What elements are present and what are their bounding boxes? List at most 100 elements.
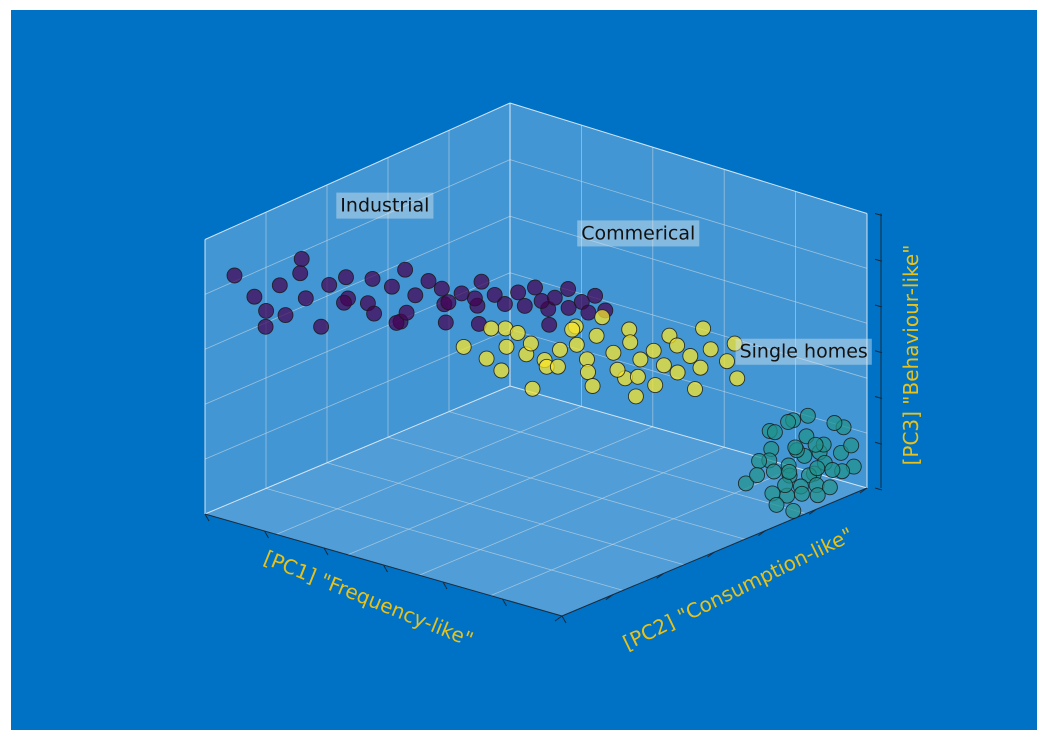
- data-point: [843, 437, 860, 454]
- z-tick: [874, 213, 883, 216]
- grid-line: [326, 462, 685, 566]
- y-tick: [502, 598, 507, 607]
- data-point: [765, 463, 782, 480]
- grid-line: [265, 488, 624, 591]
- data-point: [580, 364, 596, 381]
- data-point: [647, 377, 664, 394]
- data-point: [478, 350, 495, 367]
- data-point: [257, 318, 274, 335]
- annotation-commerical: Commerical: [577, 220, 700, 247]
- data-point: [587, 287, 604, 304]
- data-point: [397, 261, 414, 278]
- data-point: [383, 278, 400, 295]
- data-point: [780, 414, 797, 430]
- data-point: [785, 502, 802, 519]
- data-point: [533, 293, 550, 309]
- x-tick: [758, 530, 766, 537]
- right-pane: [510, 103, 867, 488]
- data-point: [420, 273, 437, 289]
- data-point: [799, 407, 816, 424]
- data-point: [751, 453, 768, 469]
- data-point: [695, 320, 712, 337]
- data-point: [546, 289, 563, 306]
- grid-line: [387, 436, 746, 540]
- data-point: [509, 325, 526, 341]
- data-point: [366, 305, 383, 322]
- y-tick: [442, 581, 448, 590]
- data-point: [692, 359, 709, 376]
- annotation-box: [577, 220, 700, 247]
- data-point: [793, 485, 810, 502]
- data-point: [493, 362, 510, 379]
- x-tick: [554, 615, 563, 622]
- data-point: [473, 273, 490, 290]
- data-point: [297, 290, 314, 307]
- y-tick: [323, 547, 329, 556]
- axis-ticks: [204, 213, 883, 624]
- data-point: [292, 265, 309, 282]
- data-point: [737, 475, 754, 492]
- data-point: [627, 388, 644, 405]
- annotation-text: Commerical: [581, 222, 695, 244]
- grid-line: [419, 446, 725, 576]
- data-point: [338, 269, 354, 286]
- annotation-text: Single homes: [740, 341, 868, 363]
- data-point: [580, 304, 597, 321]
- data-point: [787, 439, 804, 456]
- data-point: [807, 436, 824, 453]
- data-point: [388, 314, 405, 331]
- data-point: [781, 463, 798, 480]
- data-point: [277, 307, 294, 324]
- x-tick: [808, 508, 817, 515]
- z-tick: [874, 258, 883, 262]
- y-tick: [383, 564, 388, 573]
- z-tick: [874, 350, 883, 354]
- data-point: [766, 424, 783, 441]
- annotation-box: [336, 192, 434, 219]
- data-point: [541, 316, 558, 333]
- floor-pane: [205, 386, 867, 616]
- z-tick: [874, 441, 883, 445]
- data-point: [826, 415, 843, 431]
- pane-edge: [204, 385, 511, 515]
- grid-line: [276, 406, 582, 535]
- data-point: [510, 284, 527, 301]
- data-point: [719, 353, 735, 370]
- z-tick: [874, 396, 883, 399]
- data-point: [609, 361, 626, 378]
- data-point: [486, 286, 503, 303]
- data-point: [483, 320, 500, 337]
- x-tick: [605, 594, 614, 601]
- data-points: [226, 251, 862, 519]
- z-axis-label: [PC3] "Behaviour-like": [899, 245, 923, 466]
- x-tick: [859, 487, 868, 494]
- data-point: [440, 294, 457, 311]
- data-point: [622, 334, 639, 351]
- data-point: [768, 496, 785, 513]
- data-point: [549, 358, 566, 375]
- data-point: [560, 299, 577, 316]
- data-point: [407, 287, 424, 304]
- data-point: [398, 304, 415, 321]
- data-point: [496, 296, 513, 312]
- data-point: [568, 336, 585, 353]
- data-point: [809, 487, 826, 504]
- data-point: [632, 351, 649, 368]
- data-point: [645, 342, 662, 359]
- grid-line: [509, 215, 868, 324]
- figure-background: Industrial Commerical Single homes [PC1] "…: [11, 10, 1037, 730]
- data-point: [271, 277, 288, 294]
- data-point: [552, 341, 568, 358]
- data-point: [313, 318, 330, 335]
- data-point: [498, 338, 515, 355]
- annotation-text: Industrial: [340, 195, 429, 217]
- data-point: [564, 321, 581, 338]
- data-point: [809, 460, 826, 477]
- annotation-single-homes: Single homes: [735, 338, 872, 365]
- data-point: [777, 477, 794, 494]
- pane-edge: [509, 102, 868, 214]
- y-tick: [204, 513, 210, 522]
- data-point: [437, 314, 454, 331]
- data-point: [588, 327, 605, 344]
- data-point: [524, 380, 541, 397]
